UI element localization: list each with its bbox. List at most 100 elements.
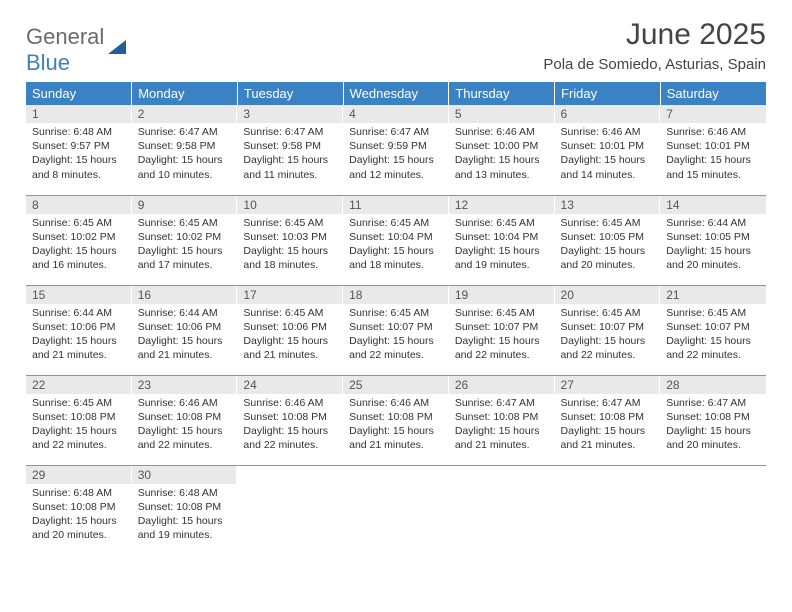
day-content: Sunrise: 6:44 AMSunset: 10:06 PMDaylight…	[132, 304, 238, 367]
month-title: June 2025	[543, 18, 766, 52]
calendar-day-cell	[449, 465, 555, 555]
calendar-day-cell: 15Sunrise: 6:44 AMSunset: 10:06 PMDaylig…	[26, 285, 132, 375]
calendar-day-cell: 11Sunrise: 6:45 AMSunset: 10:04 PMDaylig…	[343, 195, 449, 285]
calendar-day-cell: 12Sunrise: 6:45 AMSunset: 10:04 PMDaylig…	[449, 195, 555, 285]
calendar-day-cell: 17Sunrise: 6:45 AMSunset: 10:06 PMDaylig…	[237, 285, 343, 375]
day-number: 9	[132, 196, 238, 214]
day-number: 26	[449, 376, 555, 394]
calendar-body: 1Sunrise: 6:48 AMSunset: 9:57 PMDaylight…	[26, 105, 766, 555]
day-content: Sunrise: 6:47 AMSunset: 10:08 PMDaylight…	[449, 394, 555, 457]
day-number: 21	[660, 286, 766, 304]
calendar-day-cell: 21Sunrise: 6:45 AMSunset: 10:07 PMDaylig…	[660, 285, 766, 375]
day-number: 25	[343, 376, 449, 394]
day-number: 10	[237, 196, 343, 214]
day-number: 28	[660, 376, 766, 394]
day-number: 18	[343, 286, 449, 304]
day-content: Sunrise: 6:46 AMSunset: 10:08 PMDaylight…	[343, 394, 449, 457]
day-content: Sunrise: 6:46 AMSunset: 10:08 PMDaylight…	[132, 394, 238, 457]
day-number: 7	[660, 105, 766, 123]
day-number: 12	[449, 196, 555, 214]
calendar-day-cell: 28Sunrise: 6:47 AMSunset: 10:08 PMDaylig…	[660, 375, 766, 465]
day-number: 6	[555, 105, 661, 123]
header: General Blue June 2025 Pola de Somiedo, …	[26, 18, 766, 76]
day-number: 20	[555, 286, 661, 304]
day-content: Sunrise: 6:45 AMSunset: 10:08 PMDaylight…	[26, 394, 132, 457]
day-content: Sunrise: 6:44 AMSunset: 10:06 PMDaylight…	[26, 304, 132, 367]
day-number: 29	[26, 466, 132, 484]
day-number: 11	[343, 196, 449, 214]
day-content: Sunrise: 6:45 AMSunset: 10:07 PMDaylight…	[343, 304, 449, 367]
day-content: Sunrise: 6:47 AMSunset: 9:58 PMDaylight:…	[237, 123, 343, 186]
day-number: 13	[555, 196, 661, 214]
day-content: Sunrise: 6:48 AMSunset: 9:57 PMDaylight:…	[26, 123, 132, 186]
day-content: Sunrise: 6:47 AMSunset: 10:08 PMDaylight…	[660, 394, 766, 457]
day-content: Sunrise: 6:47 AMSunset: 10:08 PMDaylight…	[555, 394, 661, 457]
calendar-day-cell: 4Sunrise: 6:47 AMSunset: 9:59 PMDaylight…	[343, 105, 449, 195]
calendar-day-cell	[660, 465, 766, 555]
day-content: Sunrise: 6:47 AMSunset: 9:59 PMDaylight:…	[343, 123, 449, 186]
day-content: Sunrise: 6:46 AMSunset: 10:00 PMDaylight…	[449, 123, 555, 186]
calendar-day-cell: 7Sunrise: 6:46 AMSunset: 10:01 PMDayligh…	[660, 105, 766, 195]
day-number: 23	[132, 376, 238, 394]
calendar-day-cell: 2Sunrise: 6:47 AMSunset: 9:58 PMDaylight…	[132, 105, 238, 195]
calendar-day-cell: 29Sunrise: 6:48 AMSunset: 10:08 PMDaylig…	[26, 465, 132, 555]
day-number: 16	[132, 286, 238, 304]
location-label: Pola de Somiedo, Asturias, Spain	[543, 56, 766, 73]
logo-text-blue: Blue	[26, 50, 70, 75]
day-content: Sunrise: 6:45 AMSunset: 10:05 PMDaylight…	[555, 214, 661, 277]
weekday-header: Tuesday	[237, 82, 343, 105]
calendar-day-cell: 10Sunrise: 6:45 AMSunset: 10:03 PMDaylig…	[237, 195, 343, 285]
calendar-day-cell: 5Sunrise: 6:46 AMSunset: 10:00 PMDayligh…	[449, 105, 555, 195]
calendar-day-cell: 25Sunrise: 6:46 AMSunset: 10:08 PMDaylig…	[343, 375, 449, 465]
day-number: 15	[26, 286, 132, 304]
day-number: 30	[132, 466, 238, 484]
calendar-day-cell: 14Sunrise: 6:44 AMSunset: 10:05 PMDaylig…	[660, 195, 766, 285]
day-content: Sunrise: 6:44 AMSunset: 10:05 PMDaylight…	[660, 214, 766, 277]
day-number: 14	[660, 196, 766, 214]
day-number: 27	[555, 376, 661, 394]
logo: General Blue	[26, 24, 126, 76]
calendar-day-cell: 26Sunrise: 6:47 AMSunset: 10:08 PMDaylig…	[449, 375, 555, 465]
day-content: Sunrise: 6:45 AMSunset: 10:07 PMDaylight…	[449, 304, 555, 367]
weekday-header-row: SundayMondayTuesdayWednesdayThursdayFrid…	[26, 82, 766, 105]
calendar-day-cell: 3Sunrise: 6:47 AMSunset: 9:58 PMDaylight…	[237, 105, 343, 195]
weekday-header: Saturday	[660, 82, 766, 105]
calendar-week-row: 22Sunrise: 6:45 AMSunset: 10:08 PMDaylig…	[26, 375, 766, 465]
calendar-day-cell: 30Sunrise: 6:48 AMSunset: 10:08 PMDaylig…	[132, 465, 238, 555]
day-content: Sunrise: 6:46 AMSunset: 10:01 PMDaylight…	[660, 123, 766, 186]
calendar-day-cell: 9Sunrise: 6:45 AMSunset: 10:02 PMDayligh…	[132, 195, 238, 285]
weekday-header: Monday	[132, 82, 238, 105]
day-content: Sunrise: 6:45 AMSunset: 10:06 PMDaylight…	[237, 304, 343, 367]
day-content: Sunrise: 6:46 AMSunset: 10:01 PMDaylight…	[555, 123, 661, 186]
calendar-day-cell: 6Sunrise: 6:46 AMSunset: 10:01 PMDayligh…	[555, 105, 661, 195]
calendar-day-cell: 8Sunrise: 6:45 AMSunset: 10:02 PMDayligh…	[26, 195, 132, 285]
day-content: Sunrise: 6:45 AMSunset: 10:02 PMDaylight…	[26, 214, 132, 277]
day-content: Sunrise: 6:45 AMSunset: 10:02 PMDaylight…	[132, 214, 238, 277]
calendar-day-cell: 16Sunrise: 6:44 AMSunset: 10:06 PMDaylig…	[132, 285, 238, 375]
weekday-header: Wednesday	[343, 82, 449, 105]
day-number: 17	[237, 286, 343, 304]
calendar-day-cell	[555, 465, 661, 555]
calendar-day-cell: 24Sunrise: 6:46 AMSunset: 10:08 PMDaylig…	[237, 375, 343, 465]
weekday-header: Sunday	[26, 82, 132, 105]
day-number: 19	[449, 286, 555, 304]
calendar-week-row: 1Sunrise: 6:48 AMSunset: 9:57 PMDaylight…	[26, 105, 766, 195]
day-number: 4	[343, 105, 449, 123]
calendar-day-cell: 19Sunrise: 6:45 AMSunset: 10:07 PMDaylig…	[449, 285, 555, 375]
day-number: 3	[237, 105, 343, 123]
day-content: Sunrise: 6:45 AMSunset: 10:07 PMDaylight…	[555, 304, 661, 367]
day-content: Sunrise: 6:48 AMSunset: 10:08 PMDaylight…	[132, 484, 238, 547]
calendar-day-cell: 1Sunrise: 6:48 AMSunset: 9:57 PMDaylight…	[26, 105, 132, 195]
calendar-week-row: 8Sunrise: 6:45 AMSunset: 10:02 PMDayligh…	[26, 195, 766, 285]
day-content: Sunrise: 6:45 AMSunset: 10:03 PMDaylight…	[237, 214, 343, 277]
weekday-header: Thursday	[449, 82, 555, 105]
calendar-day-cell	[237, 465, 343, 555]
calendar-day-cell	[343, 465, 449, 555]
day-content: Sunrise: 6:46 AMSunset: 10:08 PMDaylight…	[237, 394, 343, 457]
day-number: 22	[26, 376, 132, 394]
calendar-day-cell: 13Sunrise: 6:45 AMSunset: 10:05 PMDaylig…	[555, 195, 661, 285]
day-content: Sunrise: 6:47 AMSunset: 9:58 PMDaylight:…	[132, 123, 238, 186]
day-content: Sunrise: 6:45 AMSunset: 10:04 PMDaylight…	[449, 214, 555, 277]
calendar-table: SundayMondayTuesdayWednesdayThursdayFrid…	[26, 82, 766, 555]
calendar-week-row: 15Sunrise: 6:44 AMSunset: 10:06 PMDaylig…	[26, 285, 766, 375]
